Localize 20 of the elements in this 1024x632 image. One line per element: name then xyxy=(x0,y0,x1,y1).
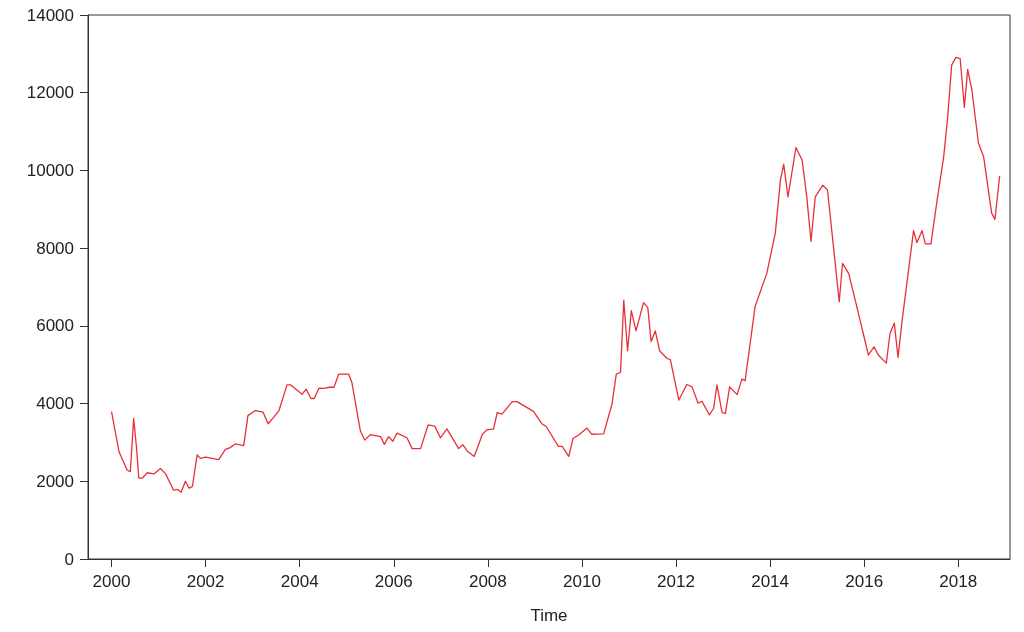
y-tick-label: 14000 xyxy=(26,5,74,25)
y-tick-label: 4000 xyxy=(36,394,74,414)
x-tick-label: 2012 xyxy=(657,572,695,591)
x-tick-label: 2002 xyxy=(186,572,225,591)
y-tick-label: 8000 xyxy=(36,238,74,258)
x-tick-label: 2008 xyxy=(468,572,507,591)
x-tick-label: 2016 xyxy=(845,572,884,591)
x-tick-label: 2006 xyxy=(374,572,413,591)
x-tick-label: 2014 xyxy=(751,572,790,591)
y-tick-label: 0 xyxy=(64,549,74,569)
x-tick-label: 2000 xyxy=(92,572,131,591)
x-tick-label: 2004 xyxy=(280,572,319,591)
y-tick-label: 12000 xyxy=(26,83,74,103)
y-tick-label: 2000 xyxy=(36,471,74,491)
line-series xyxy=(110,56,1001,493)
y-tick-label: 6000 xyxy=(36,316,74,336)
x-tick-label: 2010 xyxy=(563,572,601,591)
y-tick-label: 10000 xyxy=(26,160,74,180)
x-axis-title: Time xyxy=(530,606,568,625)
x-tick-label: 2018 xyxy=(939,572,978,591)
